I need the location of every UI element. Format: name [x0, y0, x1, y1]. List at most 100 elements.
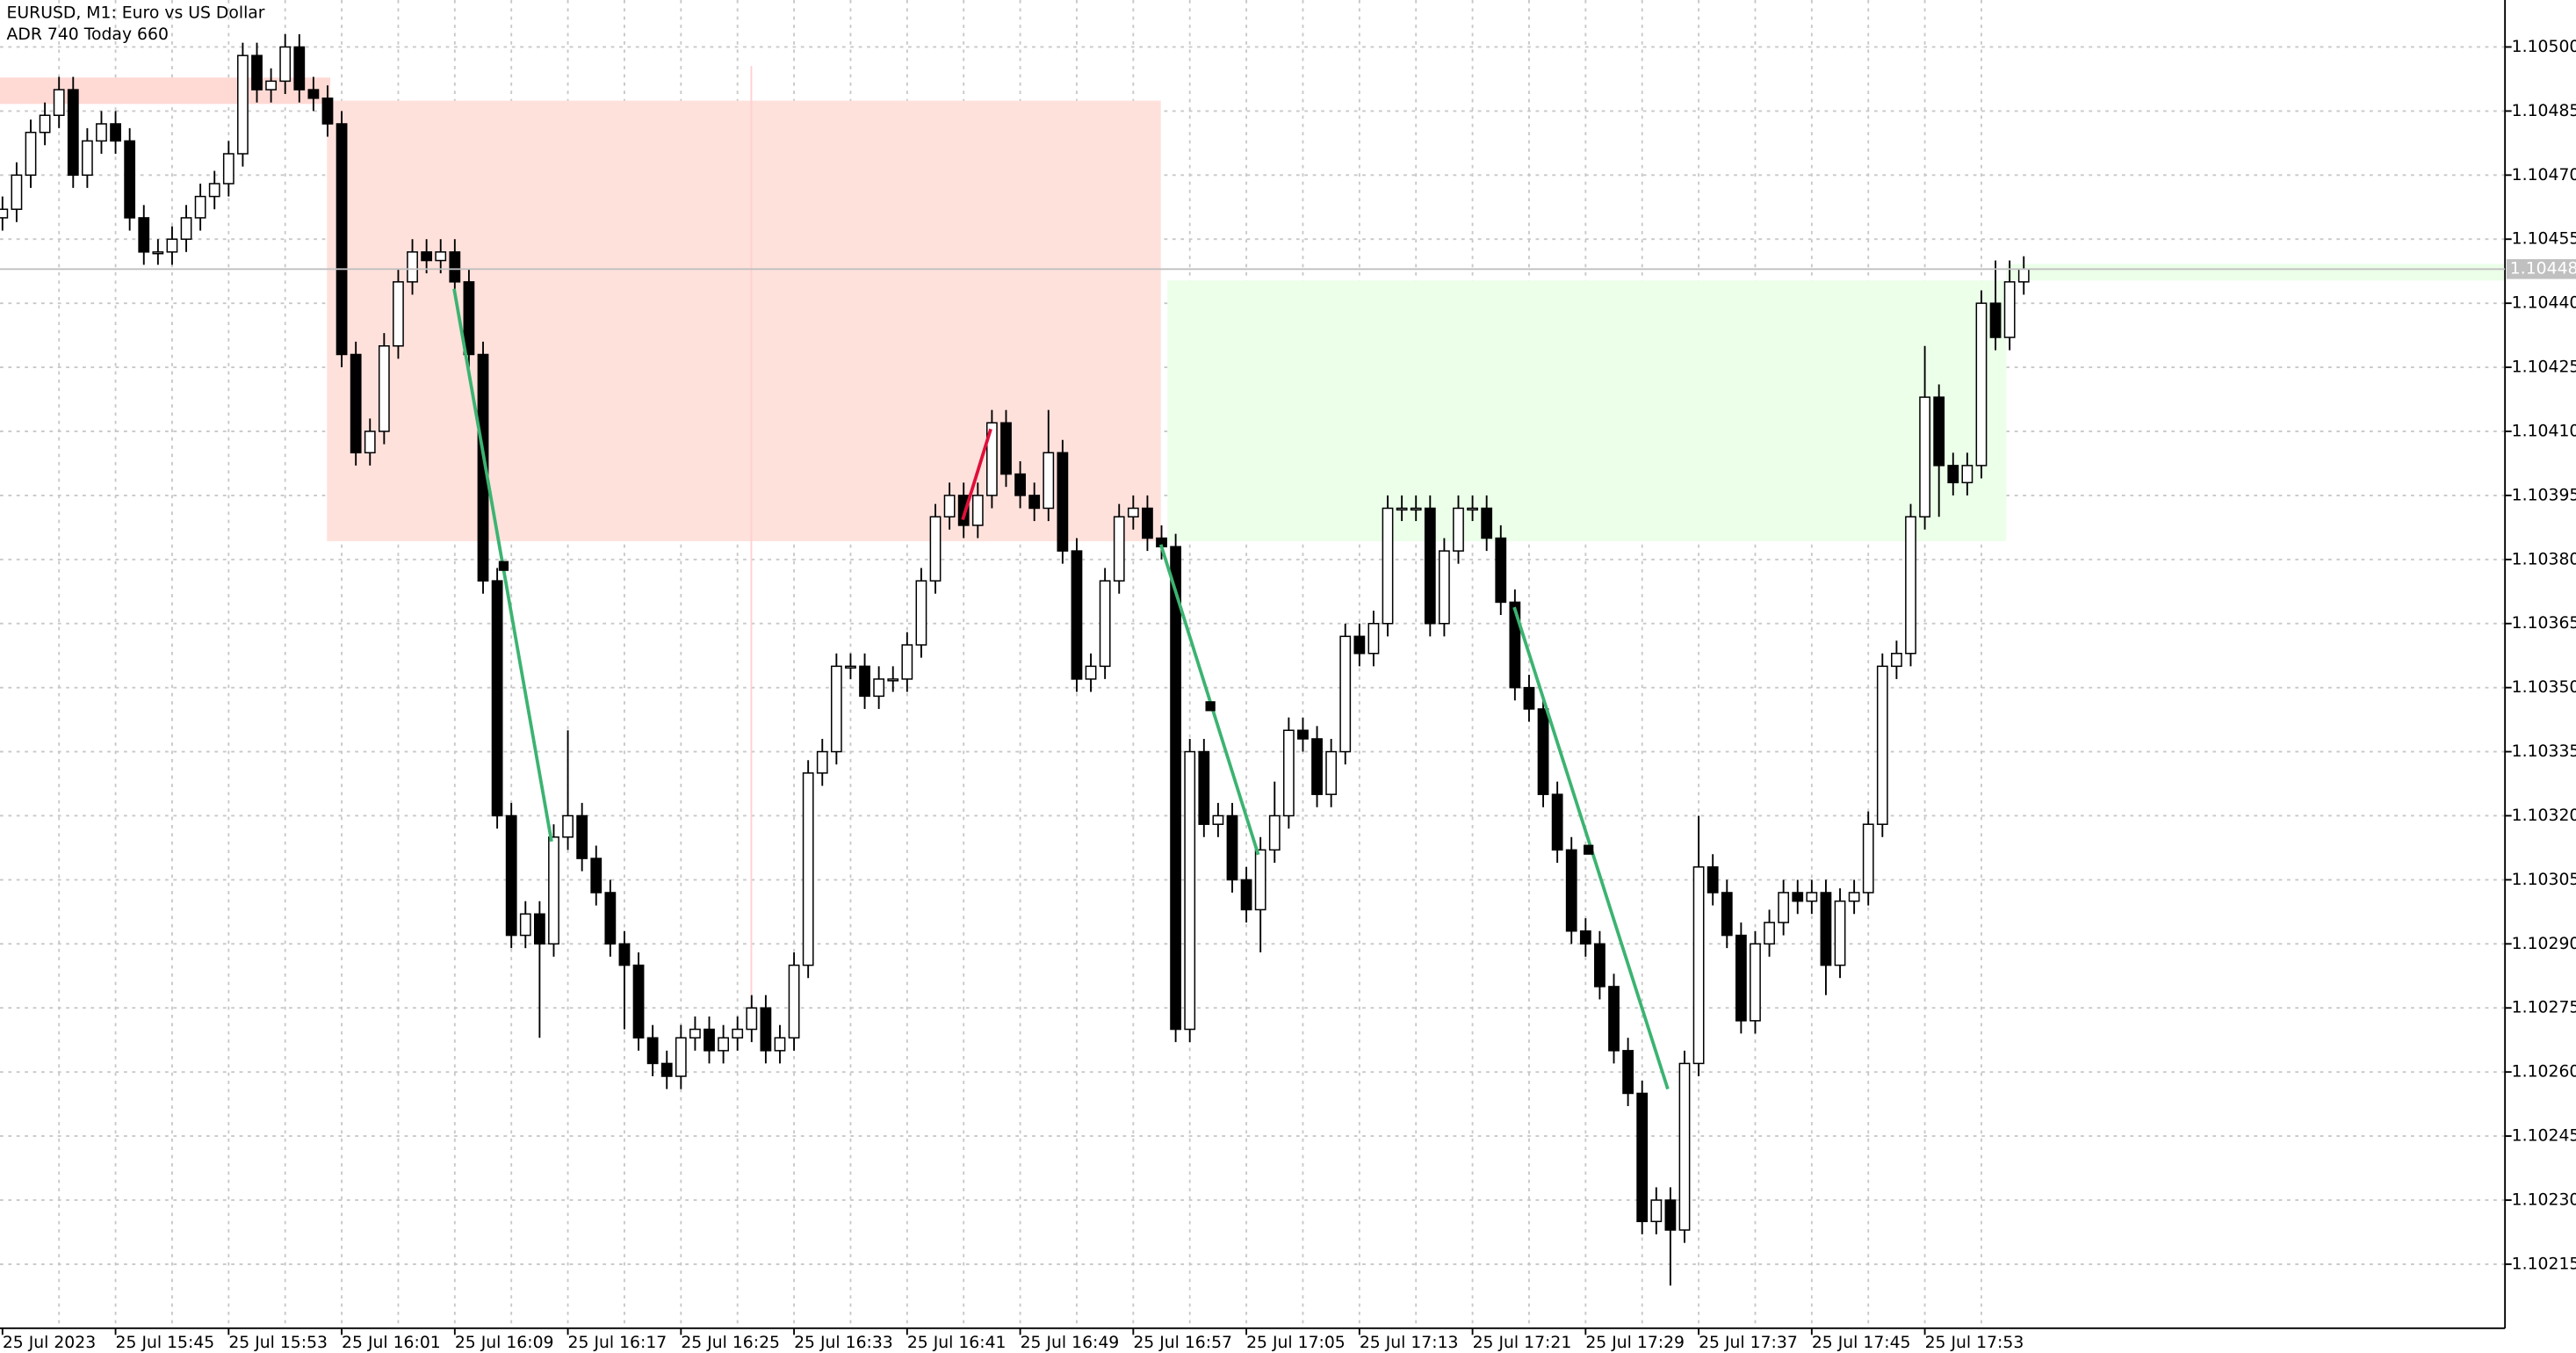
candle-body [732, 1028, 744, 1039]
y-tick-label: 1.10245 [2512, 1127, 2576, 1146]
candle-body [110, 123, 121, 142]
candle-body [1043, 452, 1055, 510]
candle-body [957, 495, 970, 526]
candle-body [1678, 1062, 1691, 1231]
candle-body [279, 46, 292, 83]
candle-body [491, 580, 503, 817]
y-tick-label: 1.10275 [2512, 999, 2576, 1017]
y-tick-label: 1.10395 [2512, 486, 2576, 504]
candle-body [1792, 892, 1804, 902]
y-tick-label: 1.10485 [2512, 102, 2576, 120]
candle-body [393, 281, 404, 347]
sell-zone [327, 100, 1161, 541]
candle-body [1721, 892, 1733, 937]
x-tick-label: 25 Jul 16:09 [455, 1334, 554, 1352]
candle-body [251, 54, 263, 90]
candle-body [152, 251, 164, 255]
y-tick-label: 1.10305 [2512, 871, 2576, 889]
candle-body [1523, 686, 1535, 710]
y-tick-label: 1.10350 [2512, 678, 2576, 697]
candle-body [1127, 507, 1139, 517]
candle-body [618, 943, 631, 966]
candle-body [859, 665, 870, 698]
candle-body [816, 750, 828, 774]
candle-body [293, 46, 306, 90]
x-tick-label: 25 Jul 16:17 [568, 1334, 667, 1352]
candle-body [590, 857, 603, 894]
candle-body [548, 836, 559, 945]
candle-body [1664, 1199, 1677, 1231]
candle-body [1028, 495, 1041, 510]
candle-body [1961, 465, 1973, 484]
candle-body [364, 430, 376, 454]
candle-body [407, 251, 418, 283]
candle-body [1325, 750, 1338, 795]
candle-body [1000, 422, 1012, 475]
x-tick-label: 25 Jul 17:21 [1473, 1334, 1572, 1352]
candle-body [1353, 635, 1366, 655]
candle-body [1820, 892, 1832, 966]
candle-body [1947, 465, 1959, 484]
last-price-label: 1.10448 [2510, 260, 2576, 279]
candle-body [1735, 934, 1747, 1022]
candle-body [562, 814, 574, 838]
candle-body [336, 123, 348, 356]
candle-body [1297, 729, 1309, 740]
arrow [961, 428, 992, 521]
zone-strip [2006, 264, 2506, 281]
candle-body [1891, 653, 1902, 668]
candle-body [1622, 1050, 1634, 1095]
y-tick-label: 1.10320 [2512, 807, 2576, 825]
candle-body [180, 217, 192, 240]
last-price-box [2507, 258, 2576, 279]
candle-body [1481, 507, 1493, 539]
y-tick-label: 1.10500 [2512, 38, 2576, 56]
candle-body [505, 814, 517, 937]
candle-body [1268, 814, 1281, 851]
y-tick-label: 1.10455 [2512, 230, 2576, 249]
candle-body [1862, 823, 1874, 894]
candle-body [604, 892, 617, 945]
y-tick-label: 1.10290 [2512, 935, 2576, 953]
candle-body [830, 665, 842, 753]
candle-body [632, 964, 645, 1039]
candle-body [421, 251, 433, 262]
candle-body [321, 98, 334, 125]
candle-body [1551, 793, 1563, 851]
candle-body [53, 89, 65, 117]
candle-body [1848, 892, 1860, 902]
arrows [452, 288, 1670, 1090]
candle-body [0, 208, 9, 219]
candle-body [1382, 507, 1394, 625]
marker [498, 561, 509, 571]
x-tick-label: 25 Jul 17:45 [1812, 1334, 1911, 1352]
candle-body [1750, 943, 1761, 1022]
candle-body [1919, 396, 1930, 517]
x-tick-label: 25 Jul 16:01 [342, 1334, 441, 1352]
candle-body [1778, 892, 1790, 923]
candle-body [986, 422, 998, 496]
candle-body [774, 1037, 786, 1052]
candle-body [1396, 507, 1408, 511]
candle-body [449, 251, 461, 283]
candle-body [971, 495, 984, 526]
candle-body [208, 183, 220, 198]
candle-body [194, 195, 206, 219]
candle-body [929, 516, 942, 582]
candle-body [943, 495, 956, 517]
candle-body [1099, 580, 1111, 668]
y-tick-label: 1.10380 [2512, 550, 2576, 568]
candle-body [350, 353, 362, 454]
candle-body [1453, 507, 1464, 552]
candle-body [1439, 550, 1450, 625]
candle-body [1311, 738, 1323, 795]
x-tick-label: 25 Jul 17:53 [1925, 1334, 2024, 1352]
chart-subtitle: ADR 740 Today 660 [7, 25, 169, 44]
candle-body [435, 251, 447, 262]
candle-body [1806, 892, 1818, 902]
candle-body [477, 353, 489, 582]
candle-body [660, 1062, 673, 1077]
candles [0, 33, 2030, 1286]
y-tick-label: 1.10260 [2512, 1063, 2576, 1082]
